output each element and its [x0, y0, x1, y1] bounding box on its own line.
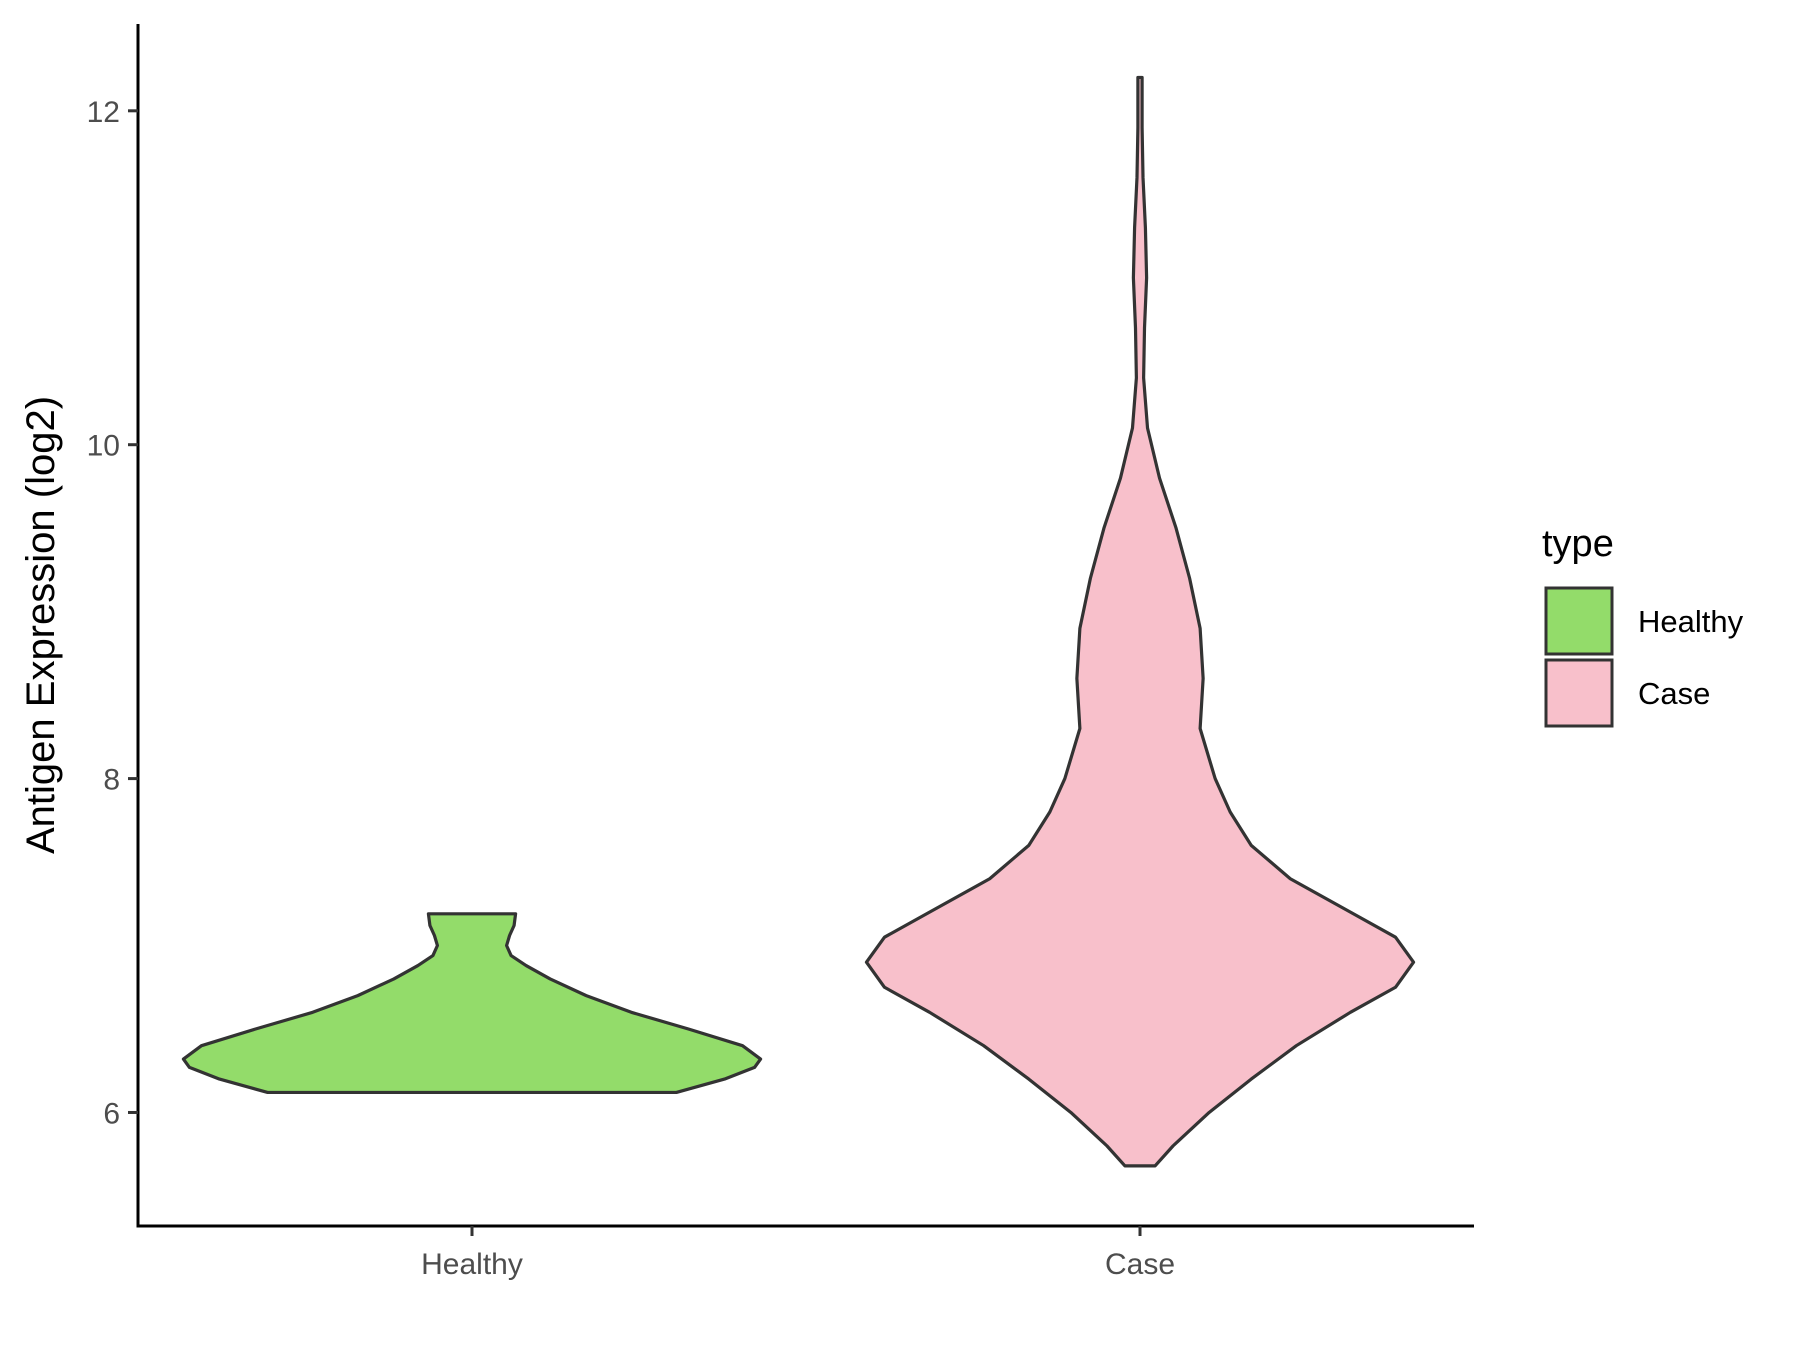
y-tick-label-8: 8 — [103, 764, 120, 797]
legend: type Healthy Case — [1542, 523, 1744, 728]
y-tick-label-6: 6 — [103, 1097, 120, 1130]
y-axis-title: Antigen Expression (log2) — [19, 396, 63, 854]
y-tick-label-10: 10 — [87, 430, 120, 463]
legend-label-healthy: Healthy — [1638, 604, 1744, 639]
legend-title: type — [1542, 523, 1614, 565]
violin-case — [864, 75, 1416, 1168]
y-tick-label-12: 12 — [87, 96, 120, 129]
x-tick-label-case: Case — [1105, 1248, 1175, 1281]
legend-key-case — [1544, 658, 1614, 728]
violin-healthy — [181, 912, 763, 1095]
legend-label-case: Case — [1638, 676, 1710, 711]
x-tick-label-healthy: Healthy — [421, 1248, 523, 1281]
violin-layer — [181, 75, 1416, 1168]
axes: 6 8 10 12 Healthy Case Antigen Expression (log… — [19, 24, 1474, 1281]
legend-key-healthy — [1544, 586, 1614, 656]
